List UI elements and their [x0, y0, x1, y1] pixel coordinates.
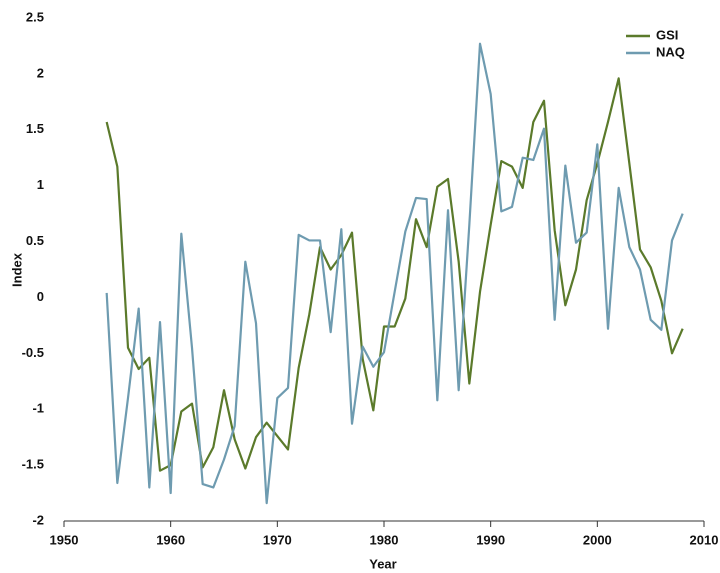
y-axis-label: Index [9, 252, 24, 287]
y-tick-label: -0.5 [22, 345, 44, 360]
y-tick-label: -1 [32, 401, 44, 416]
y-tick-label: 0.5 [26, 233, 44, 248]
legend-label: NAQ [656, 44, 685, 59]
data-line [105, 42, 684, 505]
data-line [105, 77, 684, 472]
x-tick-label: 1970 [263, 532, 292, 547]
y-tick-label: 2.5 [26, 9, 44, 24]
x-axis-label: Year [369, 556, 396, 571]
legend-label: GSI [656, 27, 678, 42]
x-tick-label: 1990 [476, 532, 505, 547]
y-tick-label: -1.5 [22, 457, 44, 472]
x-tick-label: 2010 [690, 532, 719, 547]
x-tick-label: 2000 [583, 532, 612, 547]
y-tick-label: -2 [32, 512, 44, 527]
y-tick-label: 1.5 [26, 121, 44, 136]
y-tick-label: 0 [37, 289, 44, 304]
x-tick-label: 1950 [50, 532, 79, 547]
y-tick-label: 1 [37, 177, 44, 192]
x-tick-label: 1960 [156, 532, 185, 547]
x-tick-label: 1980 [370, 532, 399, 547]
y-tick-label: 2 [37, 65, 44, 80]
